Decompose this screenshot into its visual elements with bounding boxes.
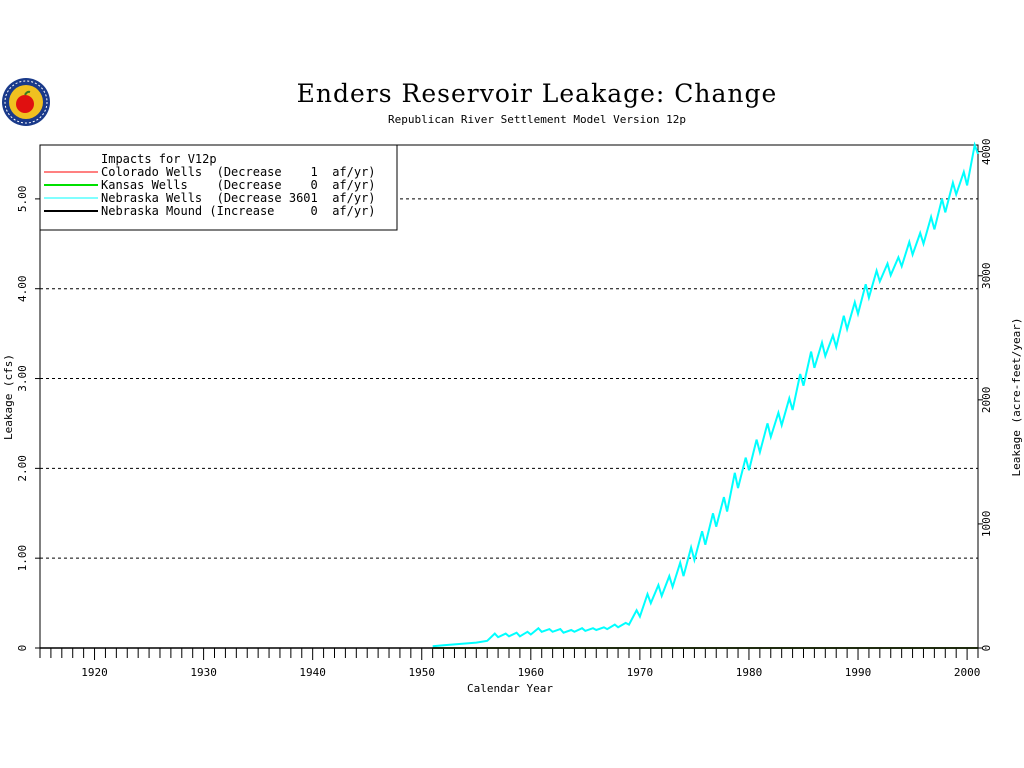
x-tick-label: 1960 (518, 666, 545, 679)
y-axis-right: 0 1000 2000 3000 4000 (978, 138, 993, 651)
y2-tick-label: 2000 (980, 387, 993, 414)
x-tick-label: 1930 (190, 666, 217, 679)
agency-seal-logo (2, 78, 50, 126)
x-tick-label: 1980 (736, 666, 763, 679)
y-tick-label: 0 (16, 645, 29, 652)
chart-subtitle: Republican River Settlement Model Versio… (388, 113, 686, 126)
y-axis-label: Leakage (cfs) (2, 354, 15, 440)
legend-entry: Colorado Wells (Decrease 1 af/yr) (101, 165, 376, 179)
legend-entry: Kansas Wells (Decrease 0 af/yr) (101, 178, 376, 192)
chart-title: Enders Reservoir Leakage: Change (297, 79, 778, 108)
y-tick-label: 2.00 (16, 455, 29, 482)
x-tick-label: 1970 (627, 666, 654, 679)
y-tick-label: 1.00 (16, 545, 29, 572)
y-tick-label: 4.00 (16, 275, 29, 302)
y-tick-label: 5.00 (16, 186, 29, 213)
y2-tick-label: 4000 (980, 138, 993, 165)
x-tick-label: 1990 (845, 666, 872, 679)
gridlines (40, 198, 978, 559)
series-group (40, 141, 979, 649)
y2-tick-label: 1000 (980, 511, 993, 538)
x-tick-label: 1940 (299, 666, 326, 679)
y2-tick-label: 3000 (980, 263, 993, 290)
x-axis-label: Calendar Year (467, 682, 553, 695)
y-tick-label: 3.00 (16, 365, 29, 392)
legend-entry: Nebraska Wells (Decrease 3601 af/yr) (101, 191, 376, 205)
series-line-nebraska-wells (432, 141, 979, 648)
x-tick-label: 1950 (408, 666, 435, 679)
y2-axis-label: Leakage (acre-feet/year) (1010, 318, 1023, 477)
x-tick-label: 2000 (954, 666, 981, 679)
y-axis-left: 0 1.00 2.00 3.00 4.00 5.00 (16, 186, 40, 652)
legend-title: Impacts for V12p (101, 152, 217, 166)
y2-tick-label: 0 (980, 645, 993, 652)
legend-entry: Nebraska Mound (Increase 0 af/yr) (101, 204, 376, 218)
x-axis: 1920 1930 1940 1950 1960 1970 1980 1990 2000 (39, 648, 981, 679)
legend-box (39, 144, 398, 231)
x-tick-label: 1920 (81, 666, 108, 679)
legend: Impacts for V12p Colorado Wells (Decreas… (39, 144, 398, 231)
